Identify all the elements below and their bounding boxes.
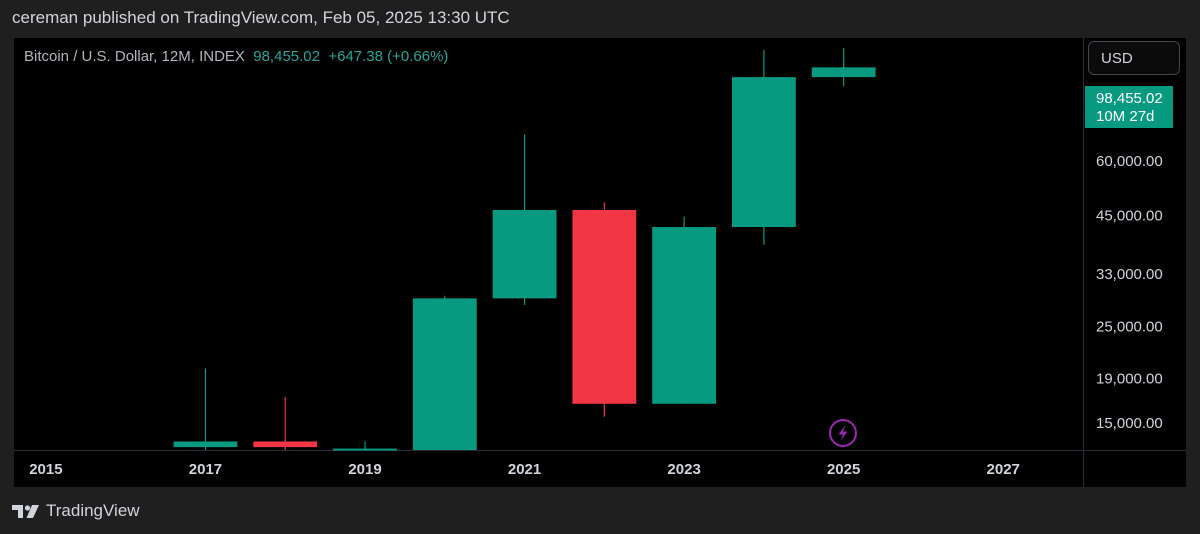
last-price-label: 98,455.02 10M 27d [1085,86,1173,128]
time-tick-label: 2017 [189,461,222,478]
last-price-label-box [1085,86,1173,128]
time-tick-label: 2021 [508,461,541,478]
currency-button[interactable]: USD [1088,41,1180,75]
candle-body [572,209,637,404]
candle-body [253,441,318,448]
symbol-legend: Bitcoin / U.S. Dollar, 12M, INDEX 98,455… [24,48,448,65]
legend-price: 98,455.02 [253,48,320,65]
candle-2024[interactable] [731,49,796,245]
candle-body [492,209,557,299]
time-axis[interactable]: 2015 2017 2019 2021 2023 2025 2027 [29,461,1020,478]
price-tick-label: 33,000.00 [1096,266,1163,283]
price-tick-label: 60,000.00 [1096,153,1163,170]
price-tick-label: 19,000.00 [1096,370,1163,387]
candle-2022[interactable] [572,202,637,417]
candle-2018[interactable] [253,397,318,450]
candle-2020[interactable] [412,295,477,450]
candle-2021[interactable] [492,134,557,305]
time-tick-label: 2019 [348,461,381,478]
candle-body [412,298,477,450]
price-tick-label: 45,000.00 [1096,207,1163,224]
bar-countdown: 10M 27d [1096,108,1154,125]
last-price-value: 98,455.02 [1096,90,1163,107]
candles-layer [173,48,876,451]
footer-brand: TradingView [12,500,140,522]
time-tick-label: 2025 [827,461,860,478]
time-tick-label: 2023 [667,461,700,478]
time-tick-label: 2027 [987,461,1020,478]
publish-header: cereman published on TradingView.com, Fe… [12,8,510,27]
legend-change: +647.38 (+0.66%) [328,48,449,65]
candle-2025[interactable] [811,48,876,87]
price-tick-label: 25,000.00 [1096,318,1163,335]
time-tick-label: 2015 [29,461,62,478]
price-axis[interactable]: 80,000.0060,000.0045,000.0033,000.0025,0… [1096,99,1163,432]
candle-body [173,441,238,448]
candle-2017[interactable] [173,368,238,450]
candle-body [333,448,397,451]
candle-body [811,67,876,78]
candle-2023[interactable] [652,216,717,404]
lightning-icon[interactable] [829,419,857,447]
tradingview-logo-icon [12,503,40,519]
symbol-title: Bitcoin / U.S. Dollar, 12M, INDEX [24,48,245,65]
candle-body [731,77,796,228]
candle-2019[interactable] [333,441,397,451]
price-tick-label: 15,000.00 [1096,415,1163,432]
candle-body [652,227,717,404]
footer-brand-label: TradingView [46,501,140,520]
